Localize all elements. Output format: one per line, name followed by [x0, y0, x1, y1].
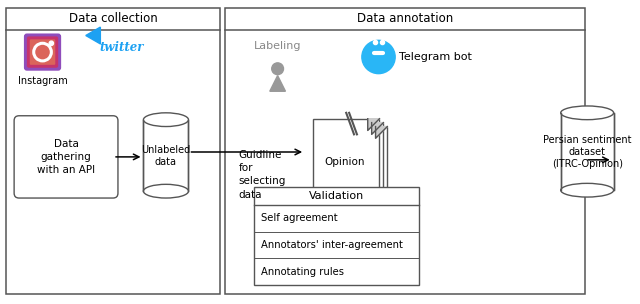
Bar	[143, 120, 189, 191]
Text: Unlabeled
data: Unlabeled data	[141, 145, 191, 167]
Bar	[561, 113, 614, 190]
Polygon shape	[372, 123, 383, 134]
Bar	[254, 187, 419, 285]
Polygon shape	[376, 126, 387, 138]
FancyBboxPatch shape	[14, 116, 118, 198]
Ellipse shape	[561, 106, 614, 120]
Text: twitter: twitter	[99, 41, 144, 54]
Circle shape	[49, 41, 54, 45]
Text: Opinion: Opinion	[324, 157, 365, 167]
Text: Validation: Validation	[308, 191, 364, 201]
Text: Persian sentiment
dataset
(ITRC-Opinion): Persian sentiment dataset (ITRC-Opinion)	[543, 135, 632, 169]
Ellipse shape	[143, 184, 189, 198]
Bar	[321, 126, 387, 201]
Ellipse shape	[143, 113, 189, 126]
FancyBboxPatch shape	[30, 39, 55, 65]
Text: Guidline
for
selecting
data: Guidline for selecting data	[239, 150, 286, 200]
Circle shape	[272, 63, 284, 74]
Text: Data collection: Data collection	[68, 12, 157, 25]
Text: Self agreement: Self agreement	[261, 213, 337, 223]
Text: Data
gathering
with an API: Data gathering with an API	[37, 139, 95, 175]
Bar	[313, 119, 380, 193]
Text: Annotators' inter-agreement: Annotators' inter-agreement	[261, 240, 403, 250]
Circle shape	[362, 40, 395, 74]
Polygon shape	[270, 76, 285, 91]
Ellipse shape	[561, 183, 614, 197]
Polygon shape	[368, 119, 380, 130]
FancyBboxPatch shape	[27, 36, 58, 68]
Bar	[317, 123, 383, 197]
Text: Telegram bot: Telegram bot	[399, 52, 472, 62]
Text: Labeling: Labeling	[254, 41, 301, 51]
Text: Annotating rules: Annotating rules	[261, 267, 344, 277]
Bar	[225, 8, 585, 294]
Text: Data annotation: Data annotation	[357, 12, 453, 25]
Text: Instagram: Instagram	[18, 76, 67, 86]
Bar	[6, 8, 220, 294]
FancyBboxPatch shape	[24, 33, 61, 71]
